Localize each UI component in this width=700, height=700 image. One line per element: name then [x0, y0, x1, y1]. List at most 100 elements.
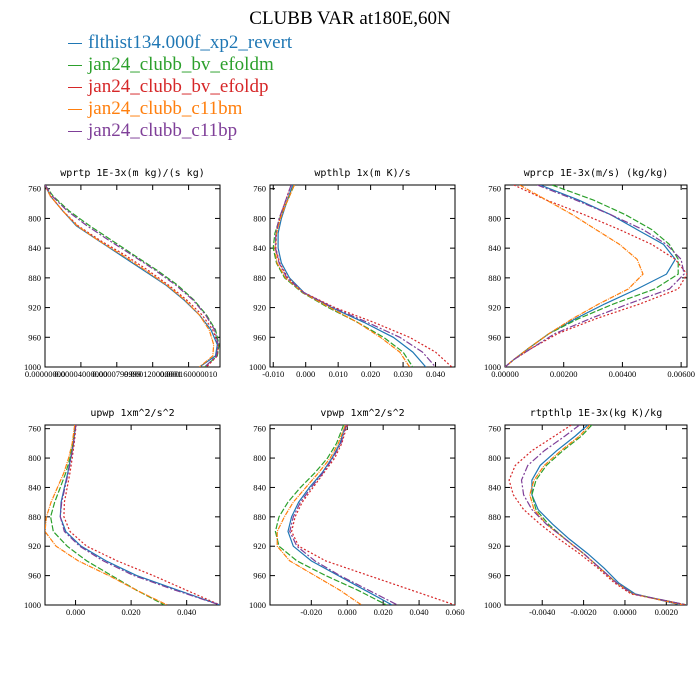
- series-line: [505, 185, 677, 367]
- legend-label: jan24_clubb_bv_efoldm: [88, 54, 274, 75]
- legend-item: jan24_clubb_bv_efoldm: [68, 54, 292, 76]
- x-tick-label: -0.0040: [529, 607, 555, 617]
- series-line: [505, 185, 679, 367]
- x-tick-label: 0.000: [296, 369, 315, 379]
- x-tick-label: -0.010: [262, 369, 284, 379]
- series-line: [277, 185, 427, 367]
- y-tick-label: 760: [253, 184, 266, 194]
- x-tick-label: 0.000: [66, 607, 85, 617]
- x-tick-label: 0.040: [426, 369, 445, 379]
- series-line: [274, 425, 387, 605]
- series-line: [45, 185, 219, 367]
- legend-label: flthist134.000f_xp2_revert: [88, 32, 293, 53]
- series-line: [529, 425, 684, 605]
- x-tick-label: 0.0000799999: [92, 369, 141, 379]
- plot-title: vpwp 1xm^2/s^2: [320, 408, 404, 419]
- series-line: [290, 425, 455, 605]
- y-tick-label: 800: [28, 453, 41, 463]
- y-tick-label: 1000: [24, 362, 41, 372]
- y-tick-label: 880: [253, 273, 266, 283]
- x-tick-label: 0.020: [361, 369, 380, 379]
- y-tick-label: 800: [28, 213, 41, 223]
- plot-frame: [504, 184, 688, 368]
- series-line: [505, 185, 644, 367]
- series-line: [505, 185, 687, 367]
- plot-title: upwp 1xm^2/s^2: [90, 408, 174, 419]
- x-tick-label: 0.020: [122, 607, 141, 617]
- x-tick-label: 0.000120000001: [124, 369, 181, 379]
- y-tick-label: 760: [488, 424, 501, 434]
- y-tick-label: 1000: [484, 362, 501, 372]
- series-line: [531, 425, 687, 605]
- y-tick-label: 760: [28, 424, 41, 434]
- y-tick-label: 960: [28, 571, 41, 581]
- legend-item: jan24_clubb_c11bm: [68, 98, 292, 120]
- y-tick-label: 840: [488, 482, 501, 492]
- series-line: [289, 425, 398, 605]
- y-tick-label: 760: [28, 184, 41, 194]
- x-tick-label: -0.0020: [570, 607, 596, 617]
- series-line: [520, 425, 687, 605]
- y-tick-label: 1000: [249, 600, 266, 610]
- x-tick-label: 0.00600: [667, 369, 695, 379]
- y-tick-label: 840: [488, 243, 501, 253]
- legend-item: jan24_clubb_bv_efoldp: [68, 76, 292, 98]
- y-tick-label: 920: [488, 541, 501, 551]
- y-tick-label: 920: [488, 303, 501, 313]
- x-tick-label: 0.00000: [491, 369, 519, 379]
- y-tick-label: 960: [253, 332, 266, 342]
- x-tick-label: 0.060: [445, 607, 464, 617]
- y-tick-label: 800: [488, 213, 501, 223]
- plot-title: wpthlp 1x(m K)/s: [314, 168, 410, 179]
- y-tick-label: 880: [28, 273, 41, 283]
- x-tick-label: 0.00400: [609, 369, 637, 379]
- x-tick-label: 0.0000: [613, 607, 636, 617]
- legend-swatch: [68, 87, 82, 89]
- y-tick-label: 840: [253, 243, 266, 253]
- legend-swatch: [68, 43, 82, 45]
- y-tick-label: 920: [28, 541, 41, 551]
- x-tick-label: -0.020: [300, 607, 322, 617]
- x-tick-label: 0.010: [329, 369, 348, 379]
- x-tick-label: 0.000: [338, 607, 357, 617]
- series-line: [49, 425, 165, 605]
- series-line: [508, 425, 687, 605]
- y-tick-label: 960: [488, 332, 501, 342]
- y-tick-label: 880: [488, 273, 501, 283]
- series-line: [287, 425, 393, 605]
- y-tick-label: 960: [253, 571, 266, 581]
- legend-label: jan24_clubb_c11bm: [88, 98, 243, 119]
- y-tick-label: 1000: [249, 362, 266, 372]
- series-line: [45, 425, 168, 605]
- series-line: [531, 425, 681, 605]
- y-tick-label: 880: [28, 512, 41, 522]
- series-line: [45, 185, 220, 367]
- x-tick-label: 0.00200: [550, 369, 578, 379]
- figure-title: CLUBB VAR at180E,60N: [249, 8, 451, 29]
- legend-label: jan24_clubb_c11bp: [88, 120, 238, 141]
- y-tick-label: 920: [28, 303, 41, 313]
- y-tick-label: 800: [253, 453, 266, 463]
- plot-frame: [269, 424, 456, 606]
- series-line: [274, 185, 436, 367]
- legend-swatch: [68, 65, 82, 67]
- y-tick-label: 840: [28, 482, 41, 492]
- y-tick-label: 840: [28, 243, 41, 253]
- legend: flthist134.000f_xp2_revert jan24_clubb_b…: [68, 32, 292, 142]
- x-tick-label: 0.0020: [655, 607, 678, 617]
- series-line: [59, 425, 220, 605]
- y-tick-label: 800: [488, 453, 501, 463]
- legend-item: jan24_clubb_c11bp: [68, 120, 292, 142]
- x-tick-label: 0.030: [394, 369, 413, 379]
- plot-title: wprcp 1E-3x(m/s) (kg/kg): [524, 168, 669, 179]
- y-tick-label: 960: [28, 332, 41, 342]
- y-tick-label: 960: [488, 571, 501, 581]
- x-tick-label: 0.040: [410, 607, 429, 617]
- plot-frame: [269, 184, 456, 368]
- legend-swatch: [68, 109, 82, 111]
- plot-frame: [44, 424, 221, 606]
- plot-frame: [44, 184, 221, 368]
- y-tick-label: 920: [253, 541, 266, 551]
- y-tick-label: 800: [253, 213, 266, 223]
